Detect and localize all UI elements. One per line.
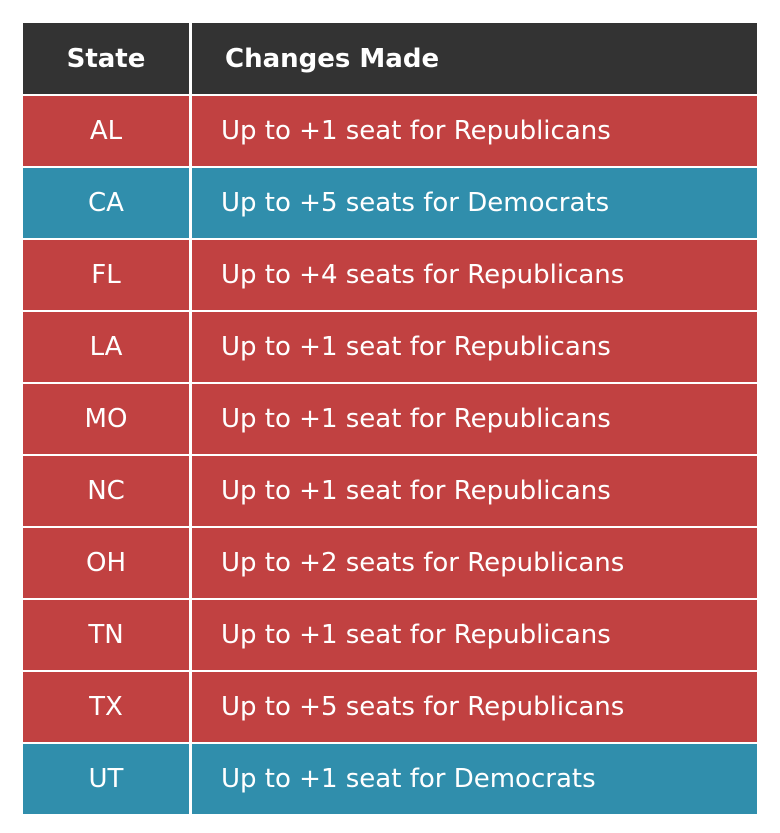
state-cell: NC: [23, 456, 189, 526]
table-row: TN Up to +1 seat for Republicans: [23, 600, 757, 670]
changes-cell: Up to +5 seats for Democrats: [192, 168, 757, 238]
table-row: OH Up to +2 seats for Republicans: [23, 528, 757, 598]
state-cell: CA: [23, 168, 189, 238]
changes-cell: Up to +1 seat for Democrats: [192, 744, 757, 814]
table-row: FL Up to +4 seats for Republicans: [23, 240, 757, 310]
table-row: UT Up to +1 seat for Democrats: [23, 744, 757, 814]
table-row: AL Up to +1 seat for Republicans: [23, 96, 757, 166]
changes-cell: Up to +1 seat for Republicans: [192, 600, 757, 670]
table-row: MO Up to +1 seat for Republicans: [23, 384, 757, 454]
header-state: State: [23, 23, 189, 94]
changes-cell: Up to +1 seat for Republicans: [192, 96, 757, 166]
state-cell: AL: [23, 96, 189, 166]
changes-cell: Up to +1 seat for Republicans: [192, 384, 757, 454]
changes-cell: Up to +5 seats for Republicans: [192, 672, 757, 742]
state-cell: LA: [23, 312, 189, 382]
table-body: AL Up to +1 seat for Republicans CA Up to +…: [23, 96, 757, 814]
state-cell: MO: [23, 384, 189, 454]
state-cell: FL: [23, 240, 189, 310]
state-cell: TN: [23, 600, 189, 670]
table-row: NC Up to +1 seat for Republicans: [23, 456, 757, 526]
redistricting-table: State Changes Made AL Up to +1 seat for R…: [23, 23, 757, 814]
state-cell: TX: [23, 672, 189, 742]
table-header-row: State Changes Made: [23, 23, 757, 94]
state-cell: UT: [23, 744, 189, 814]
table-row: CA Up to +5 seats for Democrats: [23, 168, 757, 238]
changes-cell: Up to +1 seat for Republicans: [192, 456, 757, 526]
header-changes-made: Changes Made: [192, 23, 757, 94]
table-row: TX Up to +5 seats for Republicans: [23, 672, 757, 742]
table-row: LA Up to +1 seat for Republicans: [23, 312, 757, 382]
state-cell: OH: [23, 528, 189, 598]
changes-cell: Up to +4 seats for Republicans: [192, 240, 757, 310]
changes-cell: Up to +2 seats for Republicans: [192, 528, 757, 598]
changes-cell: Up to +1 seat for Republicans: [192, 312, 757, 382]
